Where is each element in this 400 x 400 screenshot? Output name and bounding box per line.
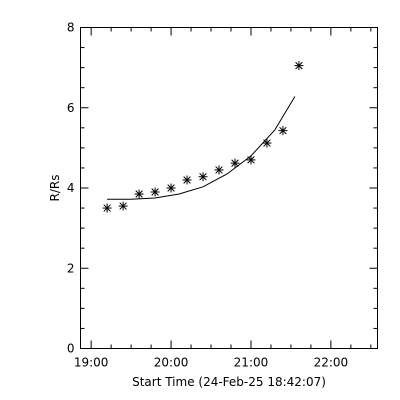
data-point: [118, 201, 128, 211]
y-tick-label: 6: [67, 101, 75, 115]
data-point: [102, 203, 112, 213]
data-point: [262, 138, 272, 148]
x-tick-label: 21:00: [234, 356, 269, 370]
data-point: [150, 187, 160, 197]
x-tick-label: 20:00: [154, 356, 189, 370]
y-tick-label: 4: [67, 181, 75, 195]
x-axis-title: Start Time (24-Feb-25 18:42:07): [132, 375, 326, 389]
x-tick-label: 19:00: [74, 356, 109, 370]
data-point: [230, 158, 240, 168]
y-axis-ticks: 0 2 4 6 8: [67, 21, 378, 356]
data-point: [246, 155, 256, 165]
fit-curve-group: [107, 96, 296, 200]
x-tick-label: 22:00: [314, 356, 349, 370]
x-axis-ticks: 19:00 20:00 21:00 22:00: [74, 27, 372, 370]
data-points-group: [102, 61, 304, 213]
data-point: [134, 189, 144, 199]
y-tick-label: 0: [67, 342, 75, 356]
data-point: [278, 126, 288, 136]
y-axis-title: R/Rs: [48, 175, 62, 202]
plot-frame: [80, 27, 378, 349]
data-point: [198, 172, 208, 182]
fit-curve: [107, 96, 296, 200]
data-point: [166, 183, 176, 193]
data-point: [294, 61, 304, 71]
y-tick-label: 8: [67, 21, 75, 35]
y-tick-label: 2: [67, 261, 75, 275]
data-point: [214, 165, 224, 175]
data-point: [182, 175, 192, 185]
